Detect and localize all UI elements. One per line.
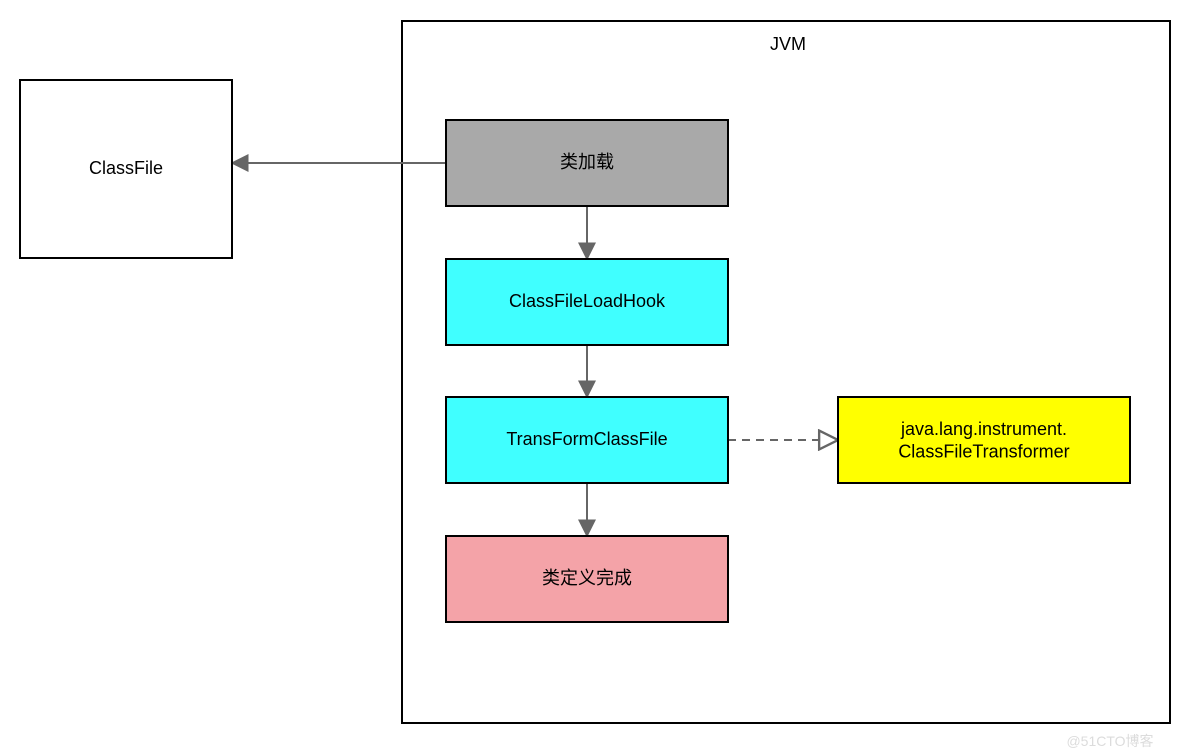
node-done: 类定义完成	[446, 536, 728, 622]
watermark-text: @51CTO博客	[1066, 733, 1153, 749]
node-done-label: 类定义完成	[542, 568, 632, 588]
node-load-label: 类加载	[560, 152, 614, 172]
node-instrument: java.lang.instrument.ClassFileTransforme…	[838, 397, 1130, 483]
node-hook: ClassFileLoadHook	[446, 259, 728, 345]
jvm-flow-diagram: JVM ClassFile 类加载 ClassFileLoadHook TransFor…	[0, 0, 1184, 753]
node-load: 类加载	[446, 120, 728, 206]
node-transform: TransFormClassFile	[446, 397, 728, 483]
jvm-container-label: JVM	[770, 34, 806, 54]
node-hook-label: ClassFileLoadHook	[509, 291, 666, 311]
node-classfile-label: ClassFile	[89, 158, 163, 178]
node-classfile: ClassFile	[20, 80, 232, 258]
node-transform-label: TransFormClassFile	[506, 429, 667, 449]
